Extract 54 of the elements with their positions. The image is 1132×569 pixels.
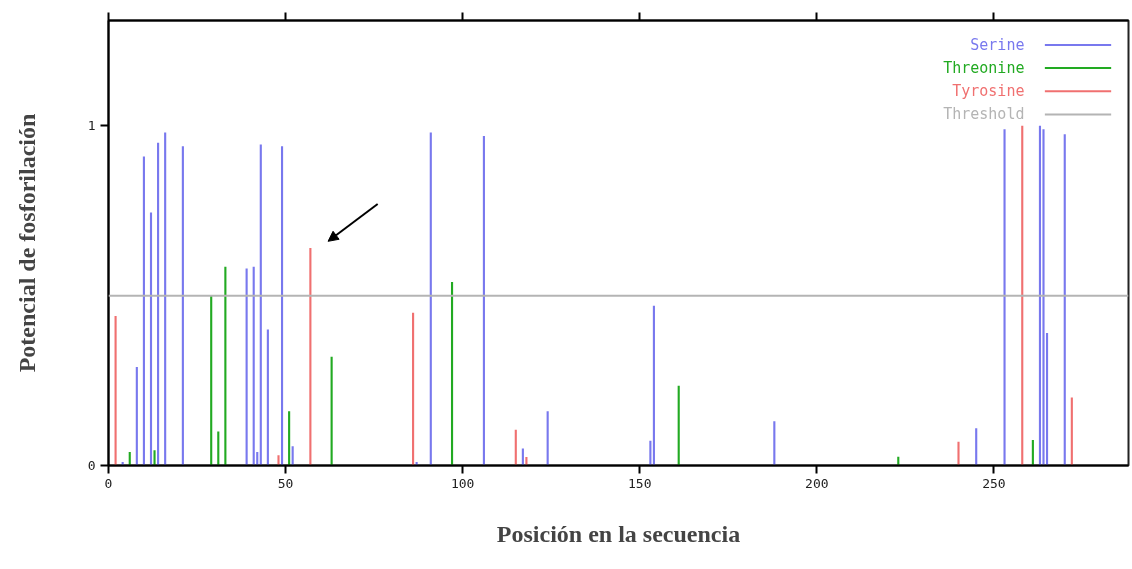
bar xyxy=(181,146,184,466)
bar xyxy=(1003,129,1006,466)
bar xyxy=(210,295,213,466)
bar xyxy=(288,411,291,466)
x-tick-label: 50 xyxy=(277,475,294,491)
bar xyxy=(649,440,652,466)
bar xyxy=(773,421,776,466)
bar xyxy=(1031,440,1034,466)
legend-label: Threshold xyxy=(943,105,1025,124)
bar xyxy=(1070,397,1073,466)
bar xyxy=(957,441,960,466)
bar xyxy=(514,429,517,466)
x-axis-title: Posición en la secuencia xyxy=(496,520,741,547)
legend-label: Tyrosine xyxy=(952,82,1025,101)
bar xyxy=(450,282,454,466)
bar xyxy=(482,136,485,466)
bar xyxy=(309,248,312,466)
bar xyxy=(291,446,294,466)
bar xyxy=(266,329,269,466)
bar xyxy=(677,385,680,466)
bar xyxy=(245,268,248,466)
bar xyxy=(149,212,153,466)
bar xyxy=(217,431,220,466)
legend-label: Serine xyxy=(970,35,1025,54)
bar xyxy=(1021,125,1024,466)
x-tick-label: 250 xyxy=(982,475,1006,491)
bar xyxy=(277,455,280,466)
x-tick-label: 150 xyxy=(628,475,652,491)
bar xyxy=(153,450,156,466)
bar xyxy=(259,144,262,466)
bar xyxy=(330,356,333,466)
bar xyxy=(142,156,145,466)
bar xyxy=(164,132,167,466)
bar xyxy=(975,428,978,466)
x-tick-label: 200 xyxy=(805,475,829,491)
bar xyxy=(1042,129,1045,466)
bar xyxy=(412,312,415,466)
bar xyxy=(652,305,655,466)
x-tick-label: 0 xyxy=(104,475,113,491)
bar xyxy=(224,266,227,466)
bar xyxy=(1063,134,1066,466)
bar xyxy=(280,146,284,466)
legend-label: Threonine xyxy=(943,59,1025,78)
bar xyxy=(546,411,549,466)
bar xyxy=(128,451,131,466)
bar xyxy=(157,142,160,466)
y-axis-title: Potencial de fosforilación xyxy=(13,113,40,373)
bar xyxy=(135,366,138,466)
bar xyxy=(114,316,117,466)
x-tick-label: 100 xyxy=(450,475,475,491)
bar xyxy=(1038,125,1042,466)
y-tick-label: 1 xyxy=(87,118,96,134)
bar xyxy=(252,266,255,466)
bar xyxy=(429,132,432,466)
